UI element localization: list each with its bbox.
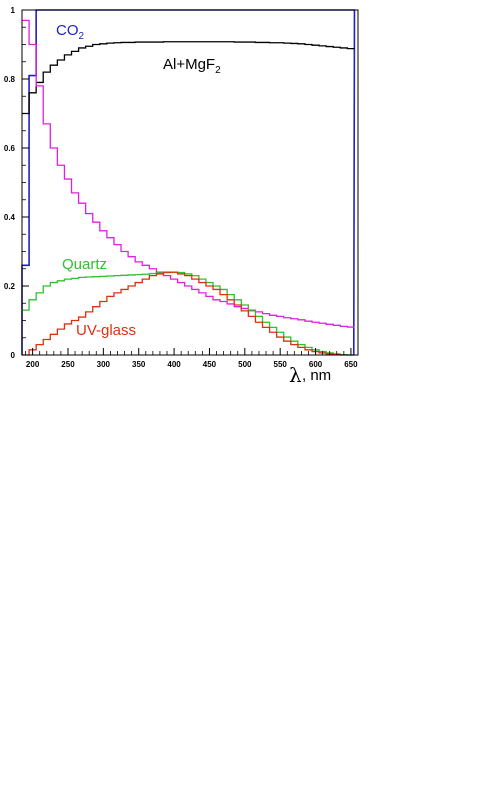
series-labels: CO2 Al+MgF2 Quartz UV-glass xyxy=(56,22,221,339)
x-axis-label: λ , nm xyxy=(289,363,331,387)
y-tick-label: 0 xyxy=(11,351,16,360)
series-line-uv-glass xyxy=(22,271,355,356)
y-axis: 0 0.2 0.4 0.6 0.8 1 xyxy=(4,6,29,360)
x-tick-label: 250 xyxy=(61,360,75,369)
series-line-magenta xyxy=(22,19,355,328)
series-line-al-mgf xyxy=(22,41,355,115)
y-tick-label: 0.8 xyxy=(4,75,16,84)
x-tick-label: 300 xyxy=(97,360,111,369)
x-tick-label: 450 xyxy=(203,360,217,369)
x-tick-label: 600 xyxy=(309,360,323,369)
y-tick-label: 1 xyxy=(11,6,16,15)
series-label-quartz: Quartz xyxy=(62,256,107,273)
x-axis-label-symbol: λ xyxy=(289,363,302,387)
series-label-al-mgf: Al+MgF2 xyxy=(163,56,221,76)
y-tick-label: 0.2 xyxy=(4,282,16,291)
x-tick-label: 350 xyxy=(132,360,146,369)
series-line-quartz xyxy=(22,271,355,356)
x-tick-label: 400 xyxy=(167,360,181,369)
x-axis-label-unit: , nm xyxy=(302,367,331,384)
series-label-co: CO2 xyxy=(56,22,85,42)
x-tick-label: 650 xyxy=(344,360,358,369)
series-label-uv-glass: UV-glass xyxy=(76,322,136,339)
x-axis: 200 250 300 350 400 450 500 550 600 650 xyxy=(25,348,358,369)
x-tick-label: 500 xyxy=(238,360,252,369)
y-tick-label: 0.6 xyxy=(4,144,16,153)
x-tick-label: 200 xyxy=(26,360,40,369)
y-tick-label: 0.4 xyxy=(4,213,16,222)
x-tick-label: 550 xyxy=(274,360,288,369)
